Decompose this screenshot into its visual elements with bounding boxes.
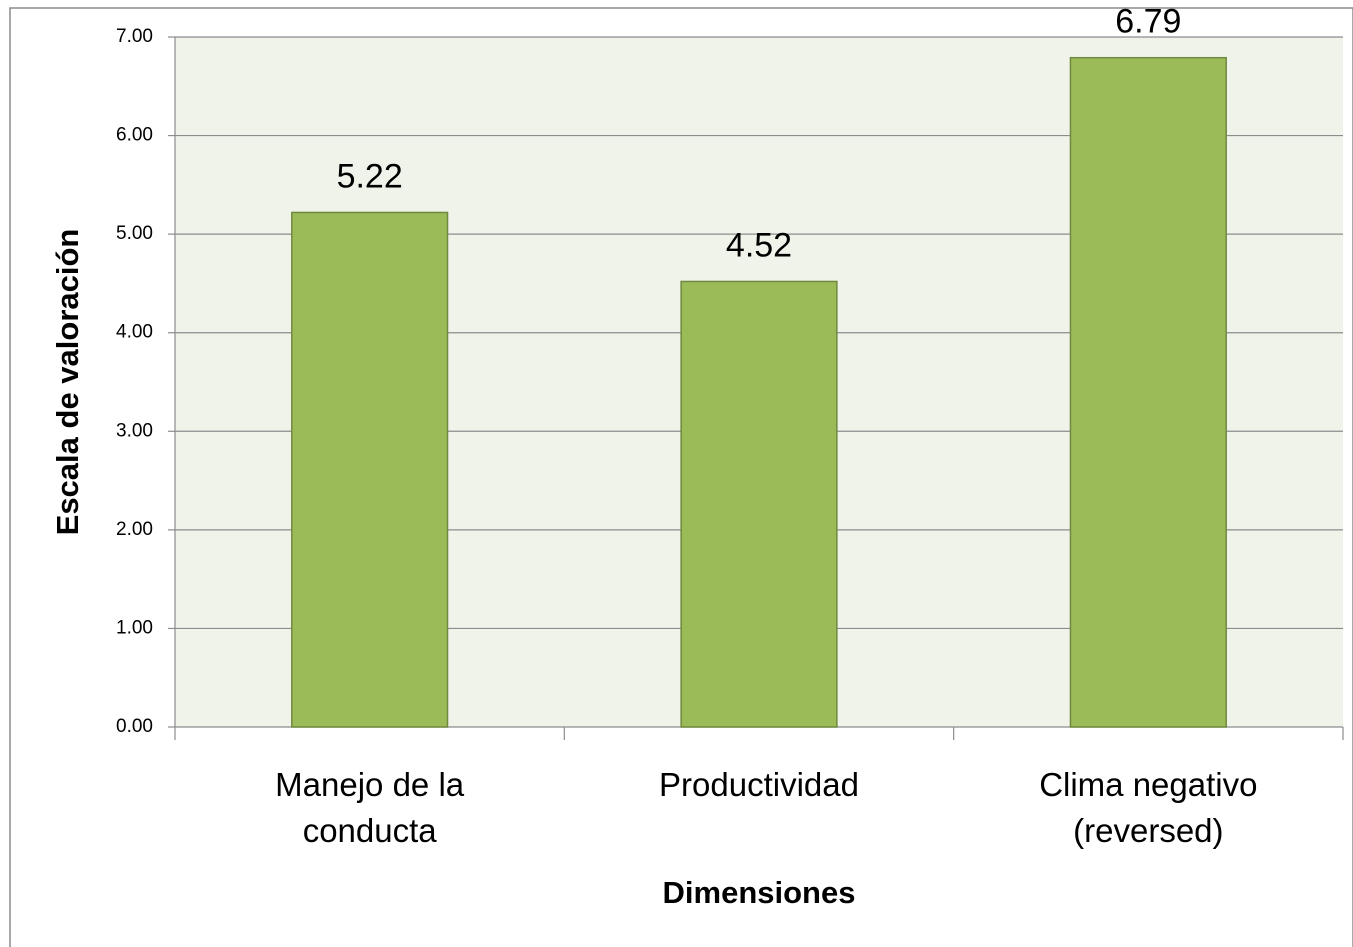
- data-label: 5.22: [337, 157, 403, 195]
- x-tick-label: Productividad: [659, 766, 859, 803]
- y-tick-label: 3.00: [116, 420, 153, 441]
- x-axis-title: Dimensiones: [663, 875, 856, 910]
- y-tick-label: 6.00: [116, 125, 153, 146]
- y-tick-label: 7.00: [116, 26, 153, 47]
- bar: [1069, 56, 1227, 728]
- bar: [680, 280, 838, 728]
- y-tick-label: 4.00: [116, 322, 153, 343]
- x-tick-label: Clima negativo (reversed): [1039, 766, 1258, 849]
- bar: [291, 211, 449, 728]
- data-label: 6.79: [1115, 3, 1181, 41]
- y-axis-title: Escala de valoración: [50, 229, 85, 536]
- y-tick-label: 1.00: [116, 617, 153, 638]
- data-label: 4.52: [726, 226, 792, 264]
- y-tick-label: 2.00: [116, 519, 153, 540]
- y-tick-label: 0.00: [116, 716, 153, 737]
- y-tick-label: 5.00: [116, 223, 153, 244]
- x-tick-label: Manejo de la conducta: [275, 766, 465, 849]
